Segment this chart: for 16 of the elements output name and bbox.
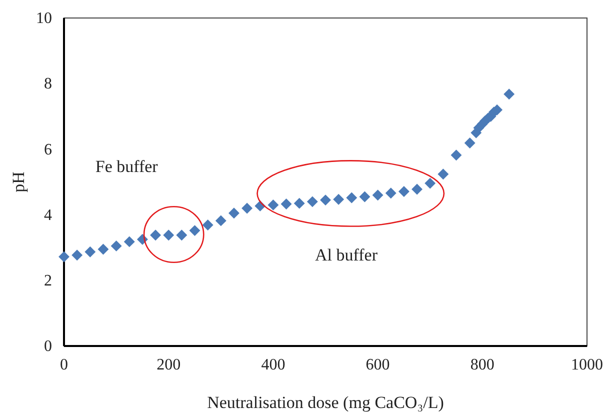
annotation: Fe buffer bbox=[95, 157, 158, 176]
y-tick-label: 10 bbox=[36, 10, 52, 28]
x-tick-label: 400 bbox=[261, 356, 286, 374]
y-tick-label: 2 bbox=[44, 272, 52, 290]
x-tick-label: 200 bbox=[156, 356, 181, 374]
y-tick-label: 8 bbox=[44, 76, 52, 93]
y-tick-label: 6 bbox=[44, 141, 52, 158]
x-axis-title: Neutralisation dose (mg CaCO₃/L) bbox=[207, 393, 444, 412]
y-tick-label: 4 bbox=[44, 206, 52, 224]
y-tick-label: 0 bbox=[44, 338, 52, 356]
y-axis-title: pH bbox=[9, 172, 28, 192]
x-tick-label: 0 bbox=[60, 356, 68, 374]
x-tick-label: 1000 bbox=[571, 356, 603, 374]
x-tick-label: 600 bbox=[366, 356, 390, 374]
x-tick-label: 800 bbox=[470, 356, 494, 374]
annotation: Al buffer bbox=[315, 246, 378, 265]
